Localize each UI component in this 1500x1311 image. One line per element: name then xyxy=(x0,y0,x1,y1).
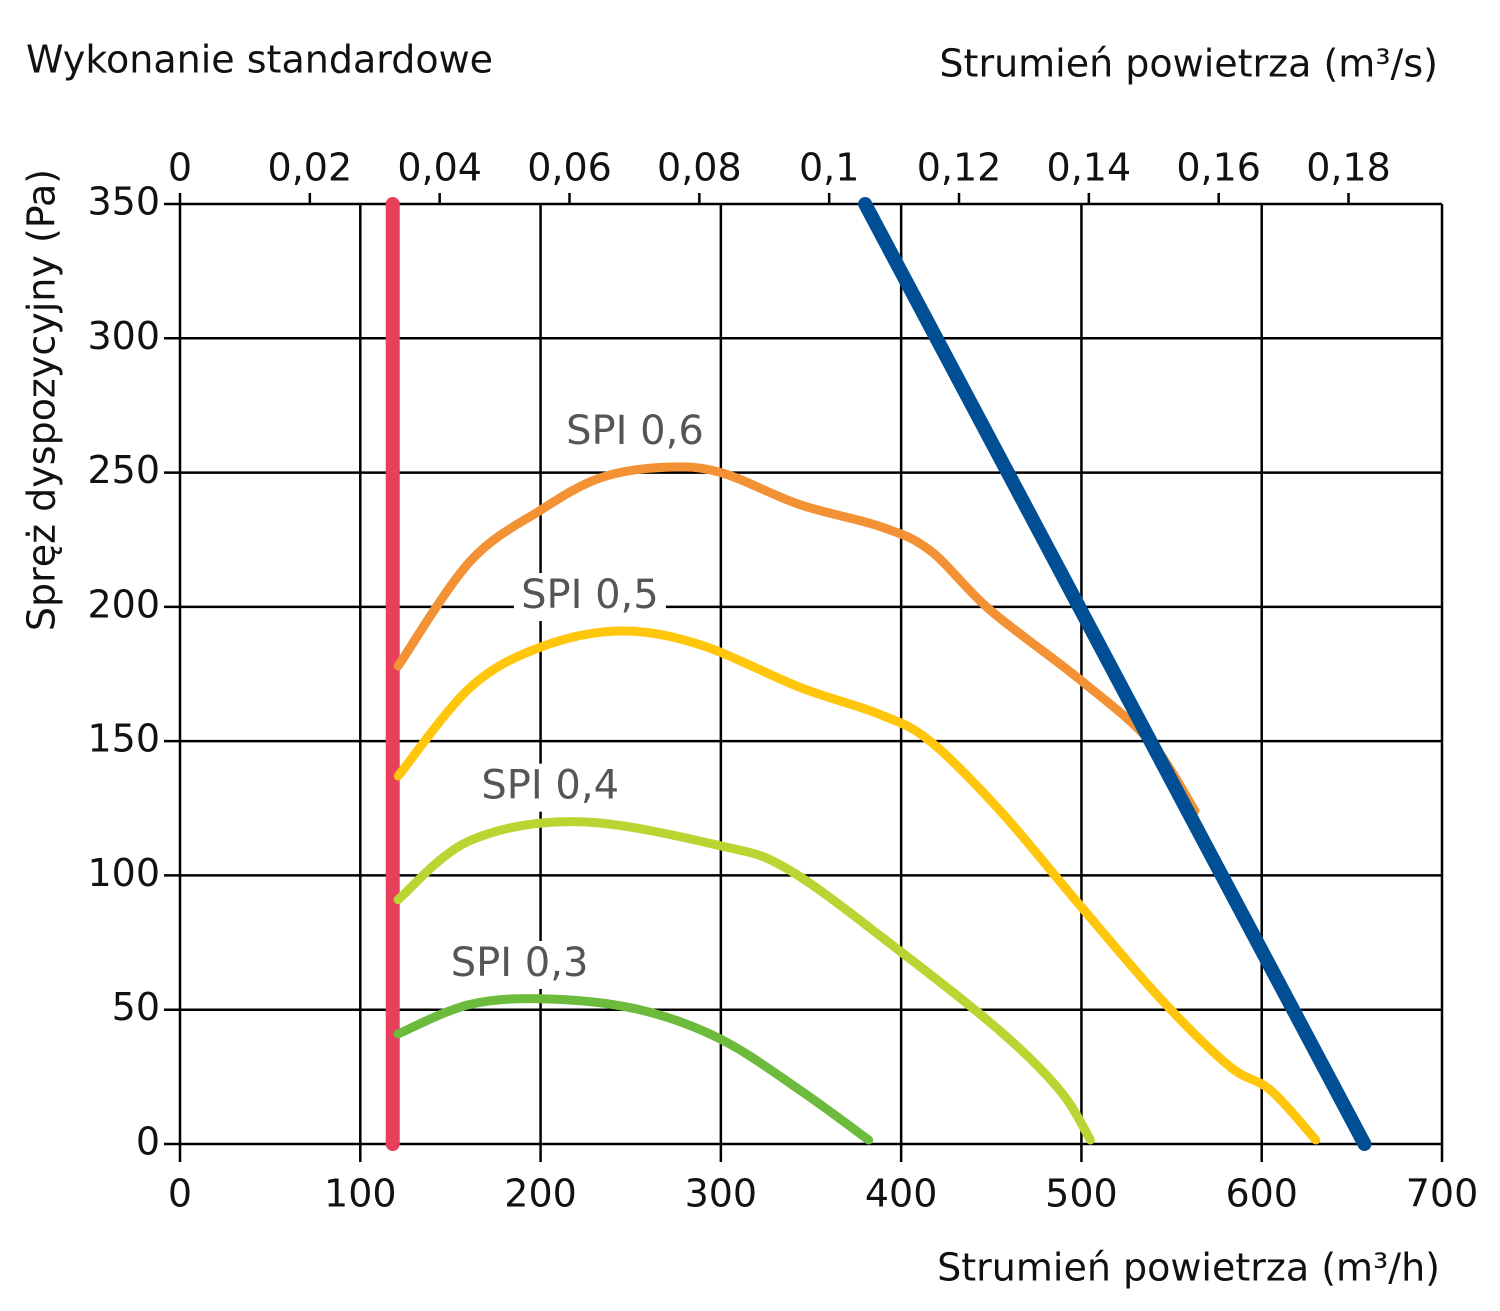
series-label: SPI 0,5 xyxy=(521,572,659,618)
x2-tick-label: 0 xyxy=(168,146,192,190)
series-label: SPI 0,6 xyxy=(566,408,704,454)
x2-axis-label: Strumień powietrza (m³/s) xyxy=(939,42,1438,86)
x2-tick-label: 0,16 xyxy=(1176,146,1261,190)
x-tick-label: 200 xyxy=(504,1172,577,1216)
series-line xyxy=(393,462,1200,816)
x2-tick-label: 0,08 xyxy=(657,146,742,190)
x2-tick-label: 0,04 xyxy=(397,146,482,190)
series-line xyxy=(393,817,1095,1145)
y-tick-label: 350 xyxy=(87,180,160,224)
x-tick-label: 600 xyxy=(1225,1172,1298,1216)
x2-tick-label: 0,1 xyxy=(799,146,859,190)
x-tick-label: 700 xyxy=(1406,1172,1479,1216)
x2-tick-label: 0,14 xyxy=(1047,146,1132,190)
y-tick-label: 100 xyxy=(87,851,160,895)
y-tick-label: 250 xyxy=(87,448,160,492)
series-line xyxy=(858,197,1372,1151)
x-axis-label: Strumień powietrza (m³/h) xyxy=(937,1246,1440,1290)
y-tick-label: 200 xyxy=(87,582,160,626)
x-tick-label: 100 xyxy=(324,1172,397,1216)
series-label: SPI 0,3 xyxy=(451,940,589,986)
label-bg xyxy=(513,573,666,622)
x-tick-label: 0 xyxy=(168,1172,192,1216)
y-tick-label: 50 xyxy=(112,985,160,1029)
x2-tick-label: 0,12 xyxy=(917,146,1002,190)
label-bg xyxy=(443,940,596,989)
x-tick-label: 300 xyxy=(685,1172,758,1216)
chart-title: Wykonanie standardowe xyxy=(26,38,493,82)
x-tick-label: 500 xyxy=(1045,1172,1118,1216)
x2-tick-label: 0,18 xyxy=(1306,146,1391,190)
x2-tick-label: 0,02 xyxy=(268,146,353,190)
series-line xyxy=(393,626,1321,1145)
series-line xyxy=(393,994,874,1145)
x-tick-label: 400 xyxy=(865,1172,938,1216)
series-label: SPI 0,4 xyxy=(481,763,619,809)
y-tick-label: 0 xyxy=(136,1120,160,1164)
label-bg xyxy=(558,409,711,458)
x2-tick-label: 0,06 xyxy=(527,146,612,190)
label-bg xyxy=(474,763,627,812)
y-tick-label: 300 xyxy=(87,314,160,358)
y-tick-label: 150 xyxy=(87,717,160,761)
y-axis-label: Spręż dyspozycyjny (Pa) xyxy=(20,169,64,631)
